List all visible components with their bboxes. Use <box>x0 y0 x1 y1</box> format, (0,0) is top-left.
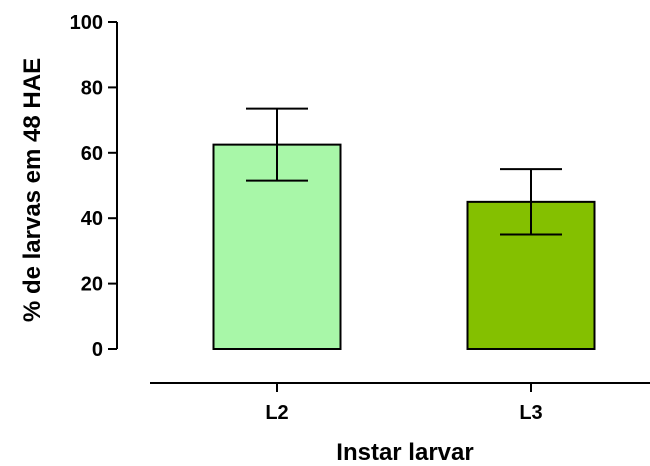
y-axis-title: % de larvas em 48 HAE <box>19 58 46 322</box>
x-axis: L2 L3 <box>150 382 650 424</box>
y-tick-label: 100 <box>70 12 103 34</box>
x-axis-title: Instar larvar <box>336 439 473 466</box>
error-bar-l3 <box>500 168 562 236</box>
x-tick-label-l2: L2 <box>265 402 288 424</box>
y-tick-label: 60 <box>81 143 103 165</box>
x-tick-label-l3: L3 <box>519 402 542 424</box>
bars <box>212 143 596 350</box>
error-bar-l2 <box>246 107 308 182</box>
y-axis: 0 20 40 60 80 100 <box>70 12 118 361</box>
y-tick-label: 20 <box>81 274 103 296</box>
error-bars <box>246 107 562 236</box>
y-tick-label: 80 <box>81 77 103 99</box>
y-tick-label: 0 <box>92 339 103 361</box>
y-tick-label: 40 <box>81 208 103 230</box>
